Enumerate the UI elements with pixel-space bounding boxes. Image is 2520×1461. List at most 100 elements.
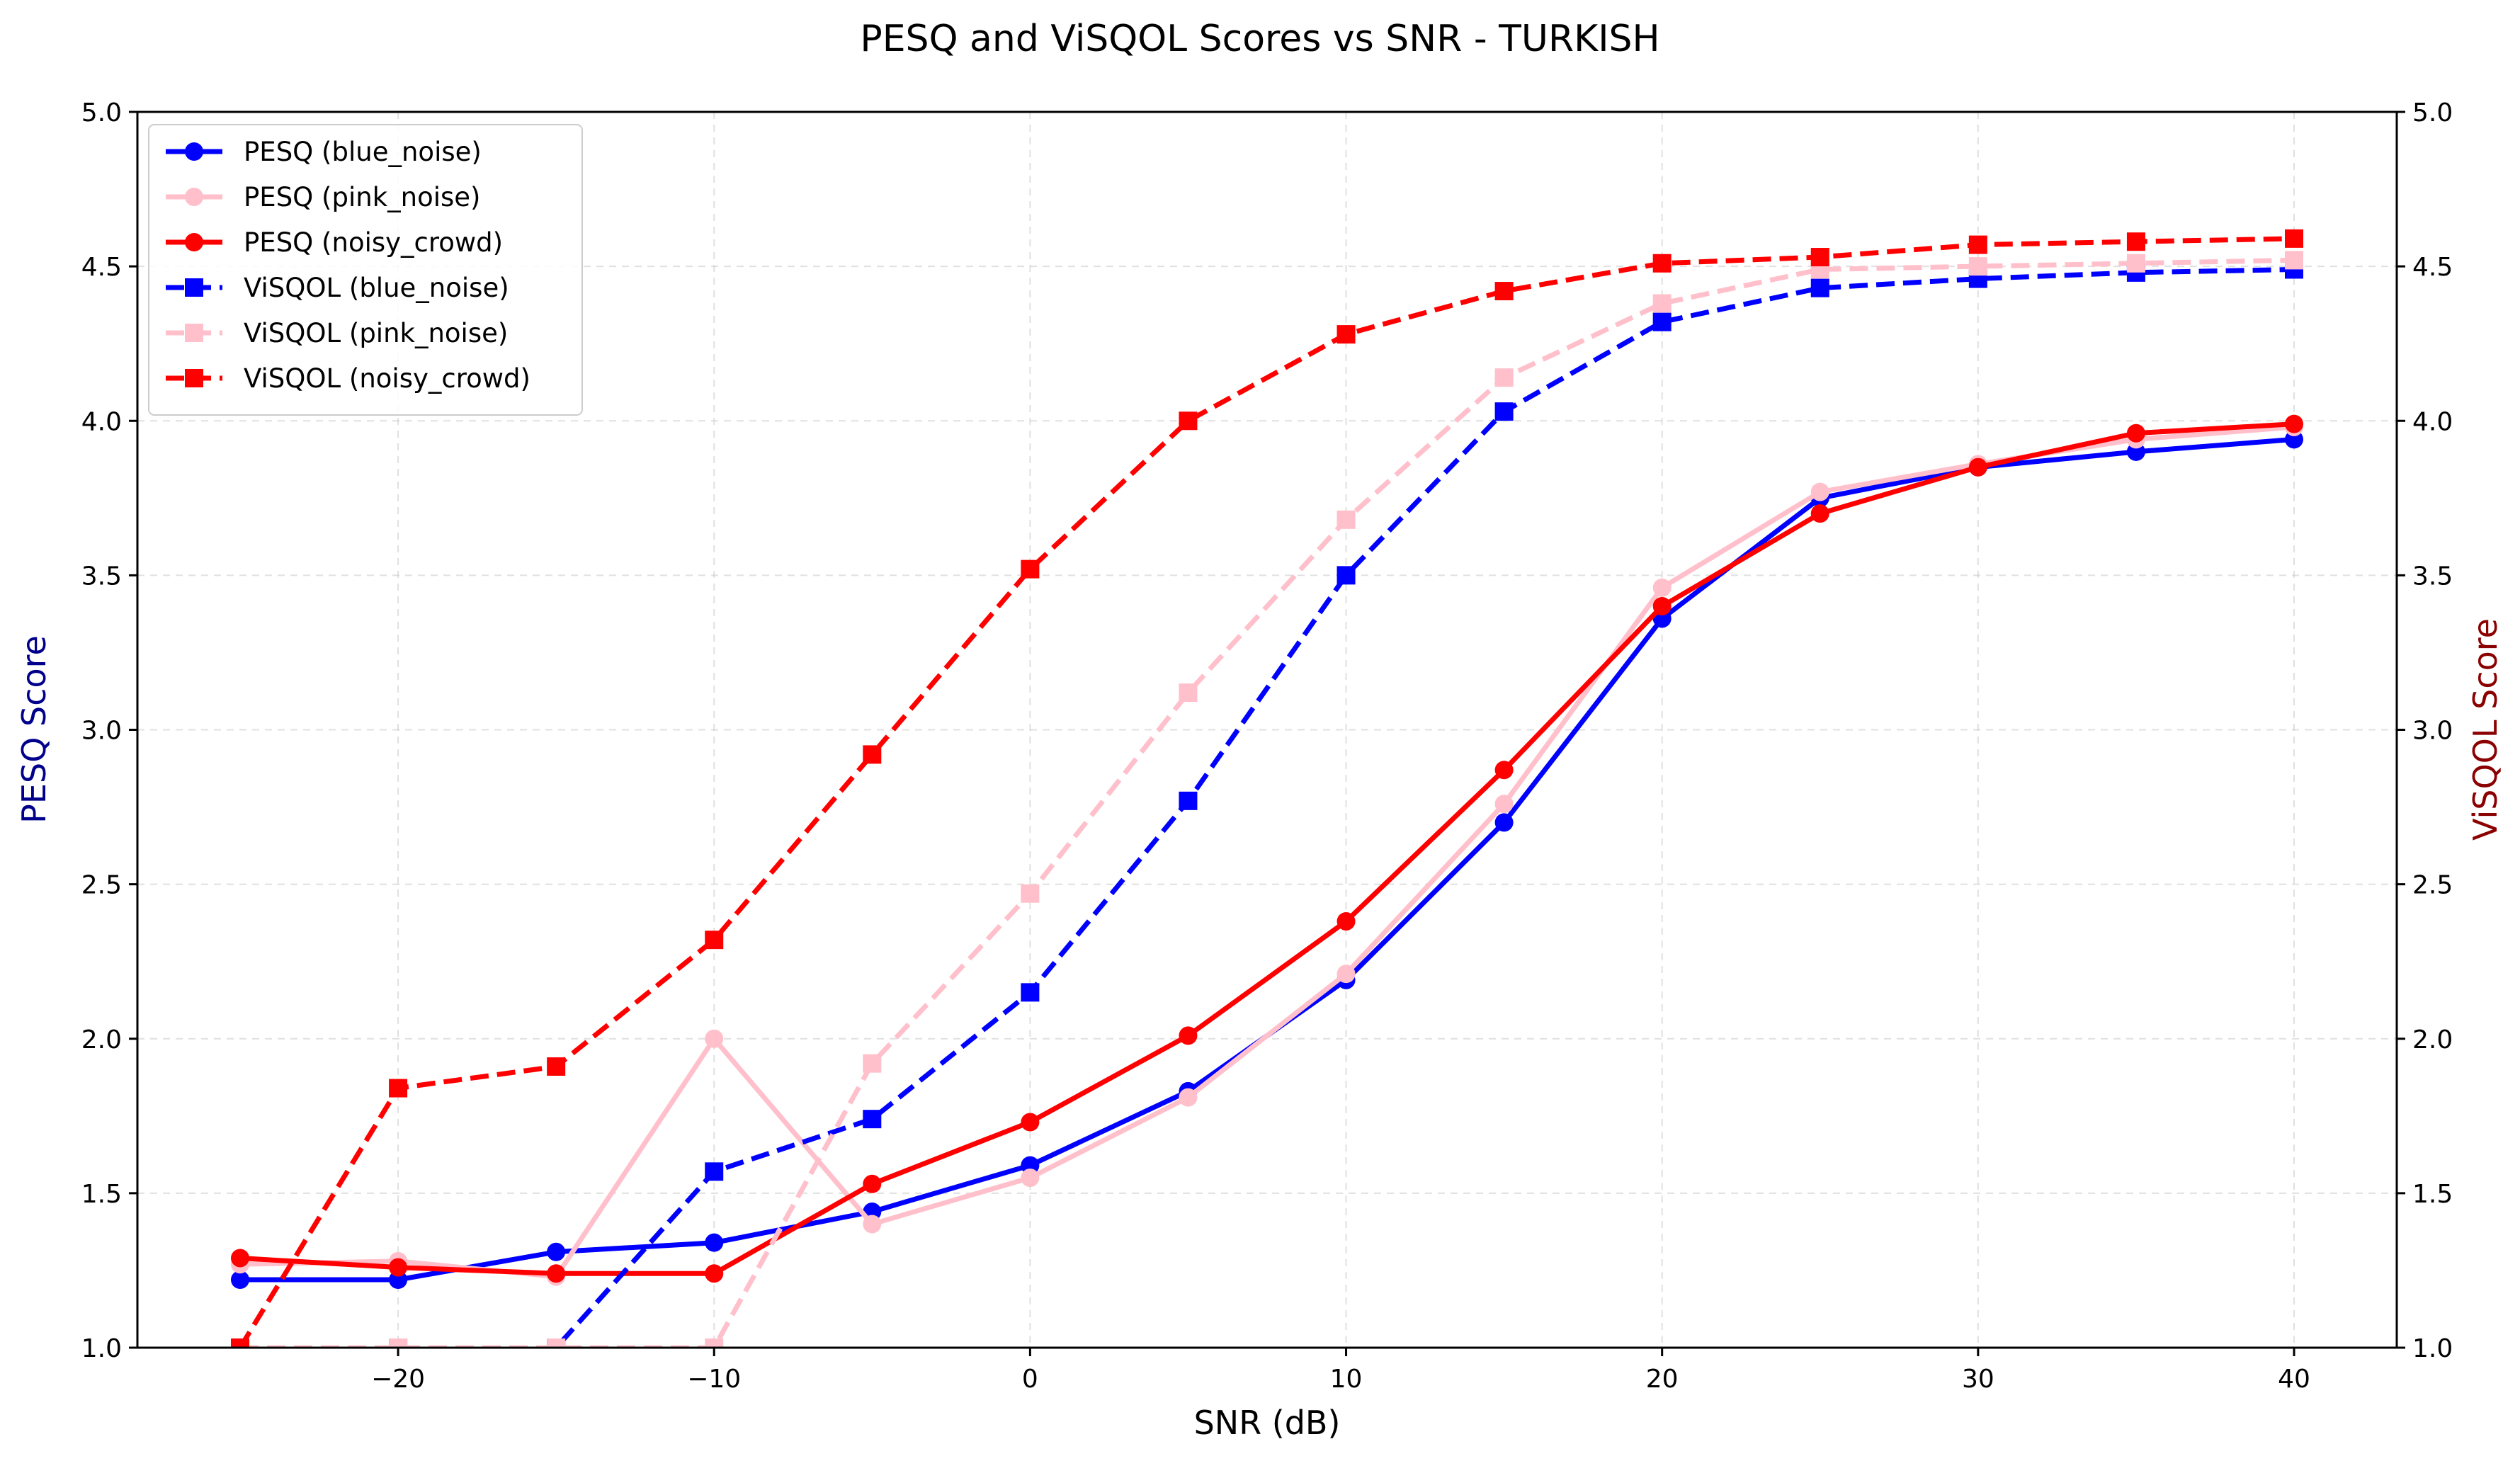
- legend-item: ViSQOL (pink_noise): [166, 318, 508, 348]
- data-point: [863, 745, 882, 764]
- y-axis-label-left: PESQ Score: [15, 635, 53, 824]
- data-point: [1968, 235, 1987, 254]
- data-point: [1336, 566, 1356, 585]
- x-tick-label: 30: [1962, 1365, 1994, 1394]
- data-point: [547, 1057, 566, 1076]
- y-tick-label-right: 4.5: [2412, 253, 2453, 282]
- legend-label: PESQ (pink_noise): [244, 182, 480, 212]
- data-point: [863, 1110, 882, 1129]
- data-point: [1179, 1026, 1198, 1045]
- data-point: [705, 931, 724, 950]
- y-tick-label-right: 1.5: [2412, 1180, 2453, 1209]
- y-tick-label-right: 3.5: [2412, 562, 2453, 591]
- x-tick-label: 10: [1330, 1365, 1363, 1394]
- y-tick-label-left: 2.5: [81, 871, 122, 900]
- legend-label: ViSQOL (noisy_crowd): [244, 363, 530, 394]
- data-point: [1021, 983, 1040, 1002]
- y-tick-label-right: 5.0: [2412, 98, 2453, 127]
- chart-title: PESQ and ViSQOL Scores vs SNR - TURKISH: [860, 18, 1659, 60]
- legend: PESQ (blue_noise) PESQ (pink_noise) PESQ (…: [148, 124, 583, 416]
- legend-label: PESQ (blue_noise): [244, 137, 482, 167]
- data-point: [1494, 761, 1514, 780]
- data-point: [1810, 248, 1829, 267]
- data-point: [547, 1338, 566, 1348]
- y-axis-label-right: ViSQOL Score: [2466, 618, 2504, 841]
- legend-label: ViSQOL (pink_noise): [244, 318, 508, 348]
- x-axis-label: SNR (dB): [1194, 1404, 1341, 1442]
- x-tick-label: −20: [371, 1365, 425, 1394]
- legend-label: ViSQOL (blue_noise): [244, 273, 509, 303]
- series-5: [231, 229, 2303, 1348]
- legend-marker: [185, 233, 203, 251]
- data-point: [2285, 229, 2303, 248]
- data-point: [1652, 312, 1672, 331]
- data-point: [389, 1258, 408, 1277]
- data-point: [2285, 414, 2303, 433]
- legend-marker: [185, 369, 203, 387]
- data-point: [1810, 504, 1829, 523]
- legend-marker: [185, 324, 203, 342]
- data-point: [705, 1233, 724, 1252]
- y-tick-label-right: 3.0: [2412, 717, 2453, 746]
- legend-marker: [185, 142, 203, 161]
- data-point: [705, 1162, 724, 1181]
- y-tick-label-left: 3.0: [81, 717, 122, 746]
- data-point: [1336, 911, 1356, 931]
- legend-item: PESQ (noisy_crowd): [166, 227, 503, 258]
- legend-marker: [185, 188, 203, 206]
- data-point: [231, 1270, 249, 1290]
- data-point: [1179, 791, 1198, 810]
- data-point: [1652, 597, 1672, 615]
- data-point: [389, 1079, 408, 1098]
- data-point: [863, 1054, 882, 1073]
- data-point: [2126, 254, 2145, 273]
- y-tick-label-left: 1.5: [81, 1180, 122, 1209]
- data-point: [1494, 402, 1514, 421]
- legend-box: [148, 124, 583, 416]
- data-point: [547, 1242, 566, 1261]
- y-tick-label-right: 2.5: [2412, 871, 2453, 900]
- x-tick-label: 20: [1646, 1365, 1679, 1394]
- y-tick-label-left: 4.0: [81, 407, 122, 436]
- data-point: [705, 1029, 724, 1048]
- legend-item: ViSQOL (noisy_crowd): [166, 363, 530, 394]
- data-point: [1336, 965, 1356, 984]
- series-line: [238, 236, 2295, 1348]
- data-point: [1021, 1169, 1040, 1188]
- y-tick-label-left: 2.0: [81, 1025, 122, 1054]
- data-point: [1494, 368, 1514, 387]
- series-line: [240, 267, 2295, 1348]
- y-tick-label-left: 4.5: [81, 253, 122, 282]
- y-tick-label-left: 5.0: [81, 98, 122, 127]
- data-point: [1494, 795, 1514, 814]
- data-point: [1652, 254, 1672, 273]
- data-point: [231, 1338, 249, 1348]
- y-tick-label-right: 1.0: [2412, 1334, 2453, 1363]
- legend-label: PESQ (noisy_crowd): [244, 227, 503, 258]
- y-tick-label-right: 2.0: [2412, 1025, 2453, 1054]
- x-tick-label: 0: [1022, 1365, 1038, 1394]
- series-line: [239, 424, 2295, 1280]
- data-point: [1652, 578, 1672, 597]
- data-point: [1021, 1113, 1040, 1132]
- data-point: [863, 1215, 882, 1234]
- data-point: [1336, 510, 1356, 529]
- data-point: [2285, 251, 2303, 270]
- series-layer: [231, 229, 2303, 1348]
- data-point: [863, 1174, 882, 1193]
- y-tick-label-left: 3.5: [81, 562, 122, 591]
- y-tick-label-left: 1.0: [81, 1334, 122, 1363]
- data-point: [705, 1264, 724, 1283]
- series-line: [240, 257, 2295, 1348]
- data-point: [1336, 325, 1356, 344]
- data-point: [389, 1338, 408, 1348]
- series-2: [231, 414, 2303, 1283]
- data-point: [1652, 294, 1672, 313]
- axes: −20 −10 0 10 20 30 40 1.0 1.0 1.5 1.5 2.0 2.0 2.5 2.5 3…: [81, 98, 2453, 1394]
- legend-item: ViSQOL (blue_noise): [166, 273, 509, 303]
- legend-marker: [185, 278, 203, 297]
- data-point: [1179, 683, 1198, 703]
- data-point: [1968, 257, 1987, 276]
- x-tick-label: −10: [687, 1365, 741, 1394]
